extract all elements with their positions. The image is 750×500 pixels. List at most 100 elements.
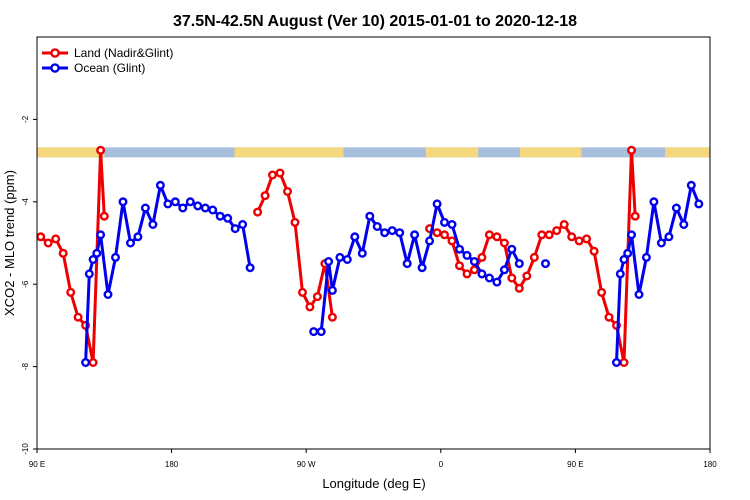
data-point [469,257,479,267]
data-point [589,246,599,256]
data-point [238,219,248,229]
data-point [425,236,435,246]
data-point [185,197,195,207]
data-point [507,244,517,254]
data-point [335,252,345,262]
data-point [462,269,472,279]
ocean-strip [37,147,710,158]
data-point [125,238,135,248]
data-point [260,191,270,201]
data-point [679,219,689,229]
data-point [514,283,524,293]
data-point [417,263,427,273]
data-point [230,224,240,234]
data-point [380,228,390,238]
data-point [58,248,68,258]
x-axis-label: Longitude (deg E) [322,476,425,491]
data-point [133,232,143,242]
data-point [619,255,629,265]
data-point [140,203,150,213]
data-point [110,252,120,262]
data-point [283,186,293,196]
data-point [324,257,334,267]
data-point [514,259,524,269]
y-tick-label-0: -2 [21,115,30,123]
series-layer [36,145,704,368]
data-point [432,199,442,209]
data-point [627,230,637,240]
data-point [96,230,106,240]
data-point [81,358,91,368]
data-point [574,236,584,246]
data-point [342,255,352,265]
land-strip-0 [37,147,105,158]
data-point [671,203,681,213]
land-strip-1 [234,147,344,158]
data-point [694,199,704,209]
x-tick-label-2: 90 W [297,460,316,469]
data-point [477,252,487,262]
x-tick-label-3: 0 [439,460,444,469]
data-point [84,269,94,279]
y-tick-label-1: -4 [21,198,30,206]
data-point [499,265,509,275]
data-point [484,273,494,283]
data-point [402,259,412,269]
data-point [387,226,397,236]
land-strip-3 [520,147,582,158]
data-point [455,244,465,254]
legend-label-1: Ocean (Glint) [74,61,145,75]
series-line-1-0 [84,183,252,363]
data-point [507,273,517,283]
legend-marker-1 [50,63,60,73]
data-point [253,207,263,217]
data-point [316,327,326,337]
data-point [492,277,502,287]
plot-frame [36,36,711,450]
data-point [178,203,188,213]
data-point [357,248,367,258]
data-point [432,228,442,238]
data-point [275,168,285,178]
legend-label-0: Land (Nadir&Glint) [74,46,173,60]
data-point [447,236,457,246]
data-point [686,180,696,190]
data-point [372,221,382,231]
data-point [499,238,509,248]
data-point [96,145,106,155]
legend: Land (Nadir&Glint)Ocean (Glint) [42,46,173,75]
data-point [298,287,308,297]
y-tick-label-2: -6 [21,280,30,288]
data-point [365,211,375,221]
data-point [66,287,76,297]
y-axis-label: XCO2 - MLO trend (ppm) [2,170,17,316]
data-point [455,261,465,271]
data-point [484,230,494,240]
data-point [312,292,322,302]
x-axis: 90 E 180 90 W 0 90 E 180 [29,449,717,469]
data-point [537,230,547,240]
data-point [327,312,337,322]
data-point [649,197,659,207]
data-point [223,213,233,223]
x-tick-label-1: 180 [165,460,179,469]
data-point [268,170,278,180]
data-point [410,230,420,240]
land-strip-4 [665,147,710,158]
data-point [88,255,98,265]
data-point [395,228,405,238]
data-point [193,201,203,211]
data-point [309,327,319,337]
data-point [615,269,625,279]
data-point [88,358,98,368]
data-point [118,197,128,207]
data-point [634,290,644,300]
data-point [99,211,109,221]
legend-marker-0 [50,48,60,58]
land-strip-2 [425,147,479,158]
data-point [630,211,640,221]
land-ocean-strip [37,147,710,158]
data-point [36,232,46,242]
data-point [155,180,165,190]
x-tick-label-4: 90 E [567,460,583,469]
